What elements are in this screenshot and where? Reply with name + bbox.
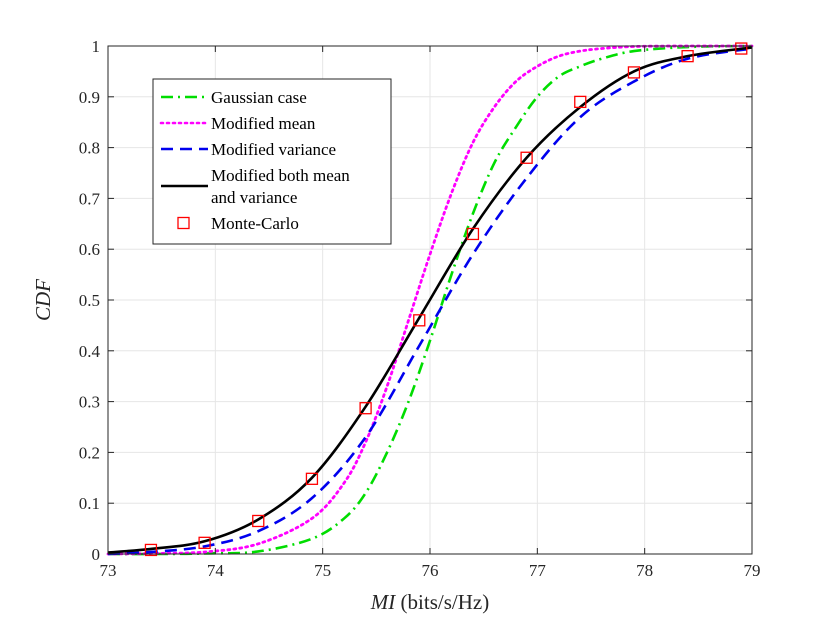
legend-label: and variance	[211, 188, 297, 207]
monte-carlo-marker	[520, 151, 533, 164]
y-tick-label: 0.2	[79, 443, 100, 462]
series-line-gaussian-case	[107, 44, 753, 556]
monte-carlo-marker	[681, 50, 694, 63]
y-axis-label: CDF	[31, 279, 55, 321]
y-tick-label: 0.9	[79, 88, 100, 107]
series-line-modified-variance	[107, 47, 753, 556]
monte-carlo-marker	[198, 536, 211, 549]
legend-label: Gaussian case	[211, 88, 307, 107]
monte-carlo-marker	[466, 227, 480, 241]
y-tick-label: 0.5	[79, 291, 100, 310]
ticks: 73 74 75 76 77 78 79 0 0.1 0.2 0.3 0.4 0.5 0.6 0.7 0.8 0…	[79, 37, 761, 580]
x-tick-label: 73	[100, 561, 117, 580]
axis-labels: MI (bits/s/Hz) CDF	[31, 279, 489, 614]
x-tick-label: 75	[314, 561, 331, 580]
x-tick-label: 76	[422, 561, 439, 580]
marker-group	[144, 42, 748, 557]
y-tick-label: 0	[92, 545, 101, 564]
x-axis-label-symbol: MI	[370, 590, 396, 614]
series-line-modified-both-mean-and-variance	[107, 46, 753, 554]
y-tick-label: 0.7	[79, 189, 101, 208]
legend-label: Modified both mean	[211, 166, 350, 185]
y-tick-label: 1	[92, 37, 101, 56]
legend: Gaussian case Modified mean Modified varia…	[152, 78, 392, 245]
x-tick-label: 79	[744, 561, 761, 580]
series-line-modified-mean	[106, 44, 754, 556]
legend-label: Monte-Carlo	[211, 214, 299, 233]
x-tick-label: 77	[529, 561, 547, 580]
monte-carlo-marker	[574, 95, 587, 109]
legend-label: Modified variance	[211, 140, 336, 159]
y-tick-label: 0.6	[79, 240, 100, 259]
y-tick-label: 0.1	[79, 494, 100, 513]
x-tick-label: 74	[207, 561, 225, 580]
y-tick-label: 0.3	[79, 393, 100, 412]
monte-carlo-marker	[627, 66, 641, 79]
monte-carlo-marker	[305, 472, 319, 485]
series-group	[106, 44, 754, 556]
x-axis-label-units: (bits/s/Hz)	[395, 590, 489, 614]
legend-swatch-monte-carlo	[177, 216, 190, 230]
y-tick-label: 0.8	[79, 139, 100, 158]
x-tick-label: 78	[636, 561, 653, 580]
monte-carlo-marker	[413, 314, 426, 327]
monte-carlo-marker	[735, 42, 748, 55]
monte-carlo-marker	[359, 402, 372, 415]
x-axis-label: MI (bits/s/Hz)	[370, 590, 489, 614]
y-tick-label: 0.4	[79, 342, 101, 361]
legend-box	[152, 78, 392, 245]
legend-label: Modified mean	[211, 114, 316, 133]
monte-carlo-marker	[252, 514, 265, 528]
monte-carlo-marker	[144, 543, 158, 557]
